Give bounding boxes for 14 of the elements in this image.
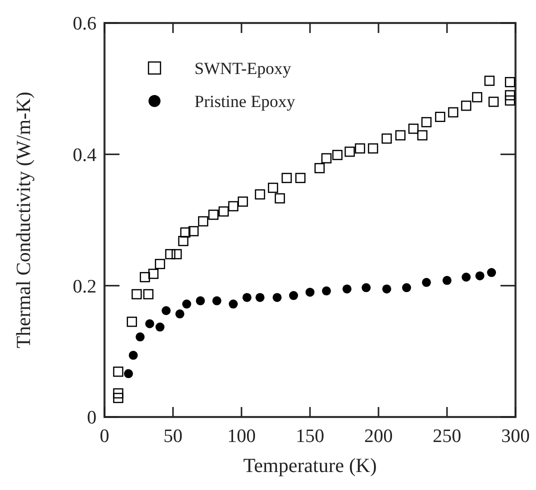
x-tick-label: 300 xyxy=(501,426,530,447)
x-tick-label: 50 xyxy=(164,426,182,447)
y-tick-label: 0 xyxy=(87,408,96,429)
legend-label: SWNT-Epoxy xyxy=(194,58,292,78)
x-tick-label: 200 xyxy=(364,426,393,447)
x-tick-label: 100 xyxy=(227,426,256,447)
x-axis-title: Temperature (K) xyxy=(243,455,377,477)
x-tick-label: 150 xyxy=(296,426,324,447)
y-tick-label: 0.4 xyxy=(72,144,97,166)
legend-label: Pristine Epoxy xyxy=(194,92,296,111)
y-tick-label: 0.2 xyxy=(72,276,96,298)
y-tick-label: 0.6 xyxy=(72,14,96,35)
y-axis-title: Thermal Conductivity (W/m-K) xyxy=(13,92,35,348)
x-tick-label: 250 xyxy=(432,426,462,447)
